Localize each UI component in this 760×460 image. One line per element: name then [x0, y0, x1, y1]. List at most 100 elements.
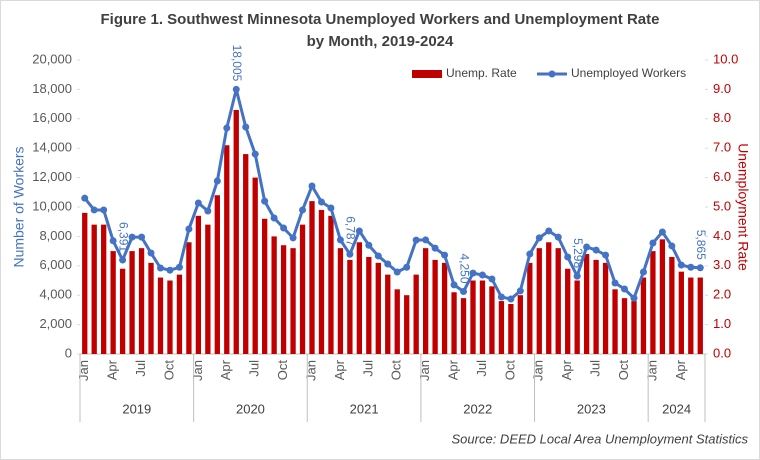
bar: [214, 195, 220, 354]
x-tick-label: Jan: [190, 360, 205, 381]
y-tick-label: 4,000: [39, 287, 72, 302]
x-tick-label: Jul: [588, 360, 603, 377]
y2-tick-label: 6.0: [713, 169, 731, 184]
bar: [536, 248, 542, 354]
line-point: [119, 256, 127, 264]
line-point: [317, 198, 325, 206]
y-tick-label: 2,000: [39, 316, 72, 331]
y-tick-label: 18,000: [32, 81, 72, 96]
bar: [129, 251, 135, 354]
bar: [375, 262, 381, 354]
bar: [262, 218, 268, 354]
line-point: [516, 287, 524, 295]
bar: [659, 239, 666, 354]
bar: [385, 274, 391, 354]
bar: [91, 224, 97, 354]
y2-tick-label: 3.0: [713, 257, 731, 272]
bar: [441, 262, 448, 354]
line-point: [602, 251, 610, 259]
data-label: 5,865: [694, 230, 708, 260]
y2-tick-label: 10.0: [713, 51, 738, 66]
line-point: [526, 250, 534, 258]
bar: [479, 280, 486, 354]
bar: [498, 301, 505, 354]
bar: [697, 277, 703, 354]
x-tick-label: Oct: [616, 360, 631, 381]
bar: [593, 259, 599, 354]
line-point: [403, 263, 411, 271]
line-point: [213, 177, 221, 185]
data-label: 5,298: [571, 238, 585, 268]
bar: [119, 268, 126, 354]
bar: [489, 286, 495, 354]
line-point: [621, 285, 629, 293]
line-point: [393, 268, 401, 276]
x-tick-label: Jul: [474, 360, 489, 377]
line-point: [327, 204, 335, 212]
x-tick-label: Jan: [417, 360, 432, 381]
bar: [621, 298, 628, 354]
line-point: [431, 244, 439, 252]
y-tick-label: 14,000: [32, 140, 72, 155]
x-tick-label: Oct: [275, 360, 290, 381]
line-point: [261, 197, 269, 205]
line-point: [384, 260, 392, 268]
x-tick-label: Apr: [105, 359, 120, 380]
x-tick-label: Jan: [531, 360, 546, 381]
bar: [612, 289, 618, 354]
bar: [176, 274, 183, 354]
y2-tick-label: 2.0: [713, 287, 731, 302]
line-point: [583, 243, 591, 251]
line-point: [251, 150, 259, 158]
bar: [574, 280, 580, 354]
year-label: 2020: [236, 401, 265, 416]
line-point: [365, 241, 373, 249]
line-point: [687, 263, 695, 271]
bar: [224, 145, 230, 354]
data-label: 18,005: [230, 45, 244, 82]
bar: [280, 245, 287, 354]
x-tick-label: Jan: [76, 360, 91, 381]
y-tick-label: 8,000: [39, 228, 72, 243]
y2-tick-label: 5.0: [713, 198, 731, 213]
line-point: [185, 225, 193, 233]
bar: [110, 251, 116, 354]
bar: [678, 271, 684, 354]
bar: [356, 242, 363, 354]
data-label: 6,787: [344, 216, 358, 246]
y2-tick-label: 8.0: [713, 110, 731, 125]
x-tick-label: Apr: [559, 359, 574, 380]
line-point: [611, 279, 619, 287]
line-point: [573, 272, 581, 280]
line-point: [289, 234, 297, 242]
year-label: 2022: [463, 401, 492, 416]
year-label: 2023: [577, 401, 606, 416]
line-point: [488, 275, 496, 283]
bar: [669, 256, 675, 354]
bar: [101, 224, 107, 354]
bar: [517, 295, 523, 354]
line-point: [308, 182, 316, 190]
line-point: [639, 268, 647, 276]
line-point: [497, 293, 505, 301]
bar: [186, 242, 192, 354]
data-label: 4,250: [457, 253, 471, 283]
bar: [299, 224, 306, 354]
legend-swatch: [412, 70, 442, 78]
chart-title: by Month, 2019-2024: [307, 33, 454, 50]
line-point: [374, 252, 382, 260]
bar: [583, 254, 590, 354]
line-point: [668, 242, 676, 250]
y2-axis-title: Unemployment Rate: [735, 143, 751, 271]
line-point: [81, 194, 89, 202]
x-tick-label: Jul: [133, 360, 148, 377]
line-point: [355, 227, 363, 235]
line-point: [696, 264, 704, 272]
y-tick-label: 12,000: [32, 169, 72, 184]
line-point: [90, 206, 98, 214]
bar: [252, 177, 258, 354]
line-point: [299, 206, 307, 214]
bar: [688, 277, 694, 354]
legend-swatch: [548, 70, 556, 78]
